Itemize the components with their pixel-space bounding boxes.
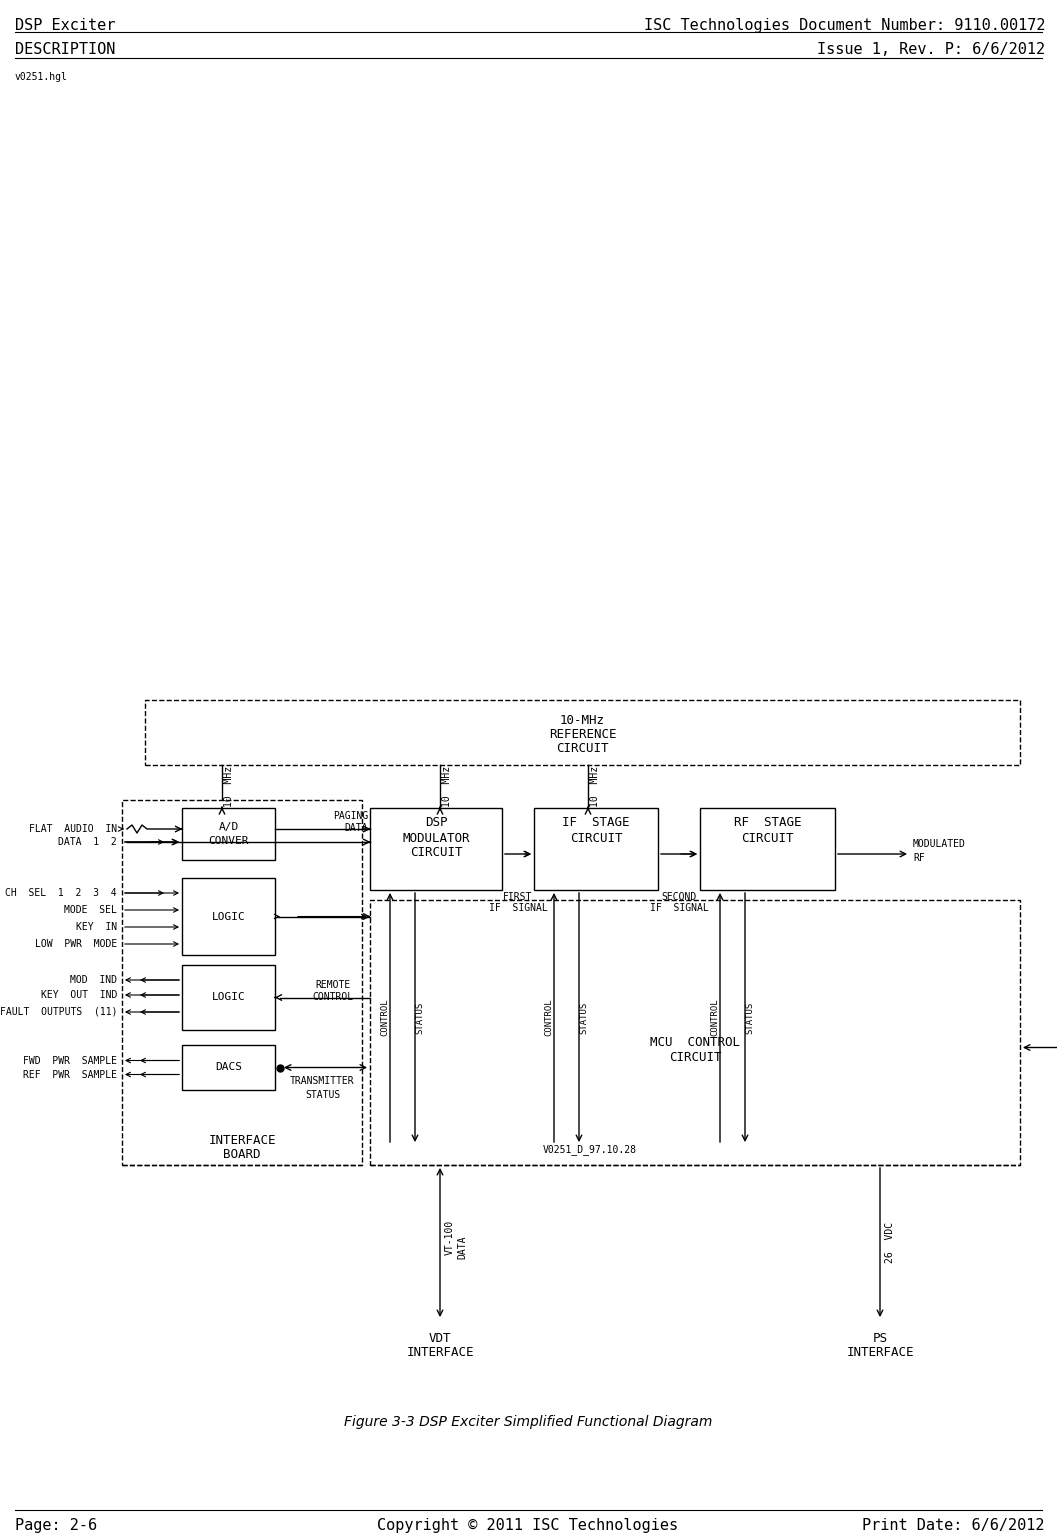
Text: A/D: A/D <box>219 822 239 832</box>
Text: 10  MHz: 10 MHz <box>590 765 600 807</box>
Text: DESCRIPTION: DESCRIPTION <box>15 41 115 57</box>
Text: KEY  OUT  IND: KEY OUT IND <box>40 990 117 1001</box>
Text: VDT: VDT <box>429 1331 451 1345</box>
Text: REMOTE: REMOTE <box>315 981 350 990</box>
Bar <box>534 808 659 890</box>
Text: v0251.hgl: v0251.hgl <box>15 72 68 81</box>
Text: Page: 2-6: Page: 2-6 <box>15 1519 97 1532</box>
Text: CH  SEL  1  2  3  4: CH SEL 1 2 3 4 <box>5 888 117 898</box>
Text: FWD  PWR  SAMPLE: FWD PWR SAMPLE <box>23 1056 117 1065</box>
Text: CONTROL: CONTROL <box>381 999 389 1036</box>
Text: CONVER: CONVER <box>208 836 248 845</box>
Text: DATA: DATA <box>457 1236 467 1259</box>
Text: STATUS: STATUS <box>745 1002 755 1033</box>
Text: CIRCUIT: CIRCUIT <box>570 832 623 844</box>
Text: 10  MHz: 10 MHz <box>224 765 234 807</box>
Text: FAULT  OUTPUTS  (11): FAULT OUTPUTS (11) <box>0 1007 117 1017</box>
Text: MOD  IND: MOD IND <box>70 974 117 985</box>
Text: FIRST: FIRST <box>503 891 533 902</box>
Text: IF  SIGNAL: IF SIGNAL <box>650 904 708 913</box>
Text: 10  MHz: 10 MHz <box>442 765 452 807</box>
Text: DATA: DATA <box>345 822 368 833</box>
Bar <box>370 808 502 890</box>
Text: 10-MHz: 10-MHz <box>560 715 605 727</box>
Bar <box>370 901 1020 1165</box>
Text: INTERFACE: INTERFACE <box>208 1133 276 1147</box>
Text: DSP: DSP <box>425 816 447 830</box>
Text: 26  VDC: 26 VDC <box>885 1222 895 1263</box>
Bar <box>122 799 361 1165</box>
Text: STATUS: STATUS <box>415 1002 425 1033</box>
Text: STATUS: STATUS <box>579 1002 589 1033</box>
Text: MODE  SEL: MODE SEL <box>64 905 117 915</box>
Text: Issue 1, Rev. P: 6/6/2012: Issue 1, Rev. P: 6/6/2012 <box>817 41 1045 57</box>
Text: MCU  CONTROL: MCU CONTROL <box>650 1036 740 1048</box>
Text: MODULATOR: MODULATOR <box>403 832 469 844</box>
Text: STATUS: STATUS <box>304 1090 340 1099</box>
Text: SECOND: SECOND <box>662 891 697 902</box>
Text: Figure 3-3 DSP Exciter Simplified Functional Diagram: Figure 3-3 DSP Exciter Simplified Functi… <box>344 1416 712 1429</box>
Bar <box>182 808 275 861</box>
Bar <box>700 808 835 890</box>
Text: CIRCUIT: CIRCUIT <box>741 832 794 844</box>
Text: LOW  PWR  MODE: LOW PWR MODE <box>35 939 117 948</box>
Bar <box>182 965 275 1030</box>
Text: CIRCUIT: CIRCUIT <box>556 742 609 755</box>
Text: KEY  IN: KEY IN <box>76 922 117 931</box>
Text: Copyright © 2011 ISC Technologies: Copyright © 2011 ISC Technologies <box>377 1519 679 1532</box>
Text: LOGIC: LOGIC <box>211 993 245 1002</box>
Text: PAGING: PAGING <box>333 812 368 821</box>
Bar <box>182 1045 275 1090</box>
Text: CONTROL: CONTROL <box>710 999 720 1036</box>
Text: INTERFACE: INTERFACE <box>847 1346 913 1360</box>
Text: MODULATED: MODULATED <box>913 839 966 848</box>
Bar <box>145 699 1020 765</box>
Text: REF  PWR  SAMPLE: REF PWR SAMPLE <box>23 1070 117 1079</box>
Text: DACS: DACS <box>215 1062 242 1073</box>
Text: TRANSMITTER: TRANSMITTER <box>291 1076 355 1087</box>
Text: LOGIC: LOGIC <box>211 911 245 922</box>
Text: FLAT  AUDIO  IN: FLAT AUDIO IN <box>29 824 117 835</box>
Text: BOARD: BOARD <box>223 1148 261 1160</box>
Bar <box>182 878 275 954</box>
Text: CONTROL: CONTROL <box>312 993 353 1002</box>
Text: Print Date: 6/6/2012: Print Date: 6/6/2012 <box>863 1519 1045 1532</box>
Text: ISC Technologies Document Number: 9110.00172: ISC Technologies Document Number: 9110.0… <box>644 18 1045 32</box>
Text: CONTROL: CONTROL <box>544 999 554 1036</box>
Text: RF  STAGE: RF STAGE <box>734 816 801 830</box>
Text: V0251_D_97.10.28: V0251_D_97.10.28 <box>543 1145 637 1156</box>
Text: PS: PS <box>872 1331 888 1345</box>
Text: DATA  1  2: DATA 1 2 <box>58 838 117 847</box>
Text: IF  SIGNAL: IF SIGNAL <box>488 904 548 913</box>
Text: RF: RF <box>913 853 925 862</box>
Text: VT-100: VT-100 <box>445 1220 455 1256</box>
Text: REFERENCE: REFERENCE <box>549 729 616 741</box>
Text: DSP Exciter: DSP Exciter <box>15 18 115 32</box>
Text: IF  STAGE: IF STAGE <box>562 816 630 830</box>
Text: INTERFACE: INTERFACE <box>406 1346 474 1360</box>
Text: CIRCUIT: CIRCUIT <box>410 847 462 859</box>
Text: CIRCUIT: CIRCUIT <box>669 1051 721 1064</box>
